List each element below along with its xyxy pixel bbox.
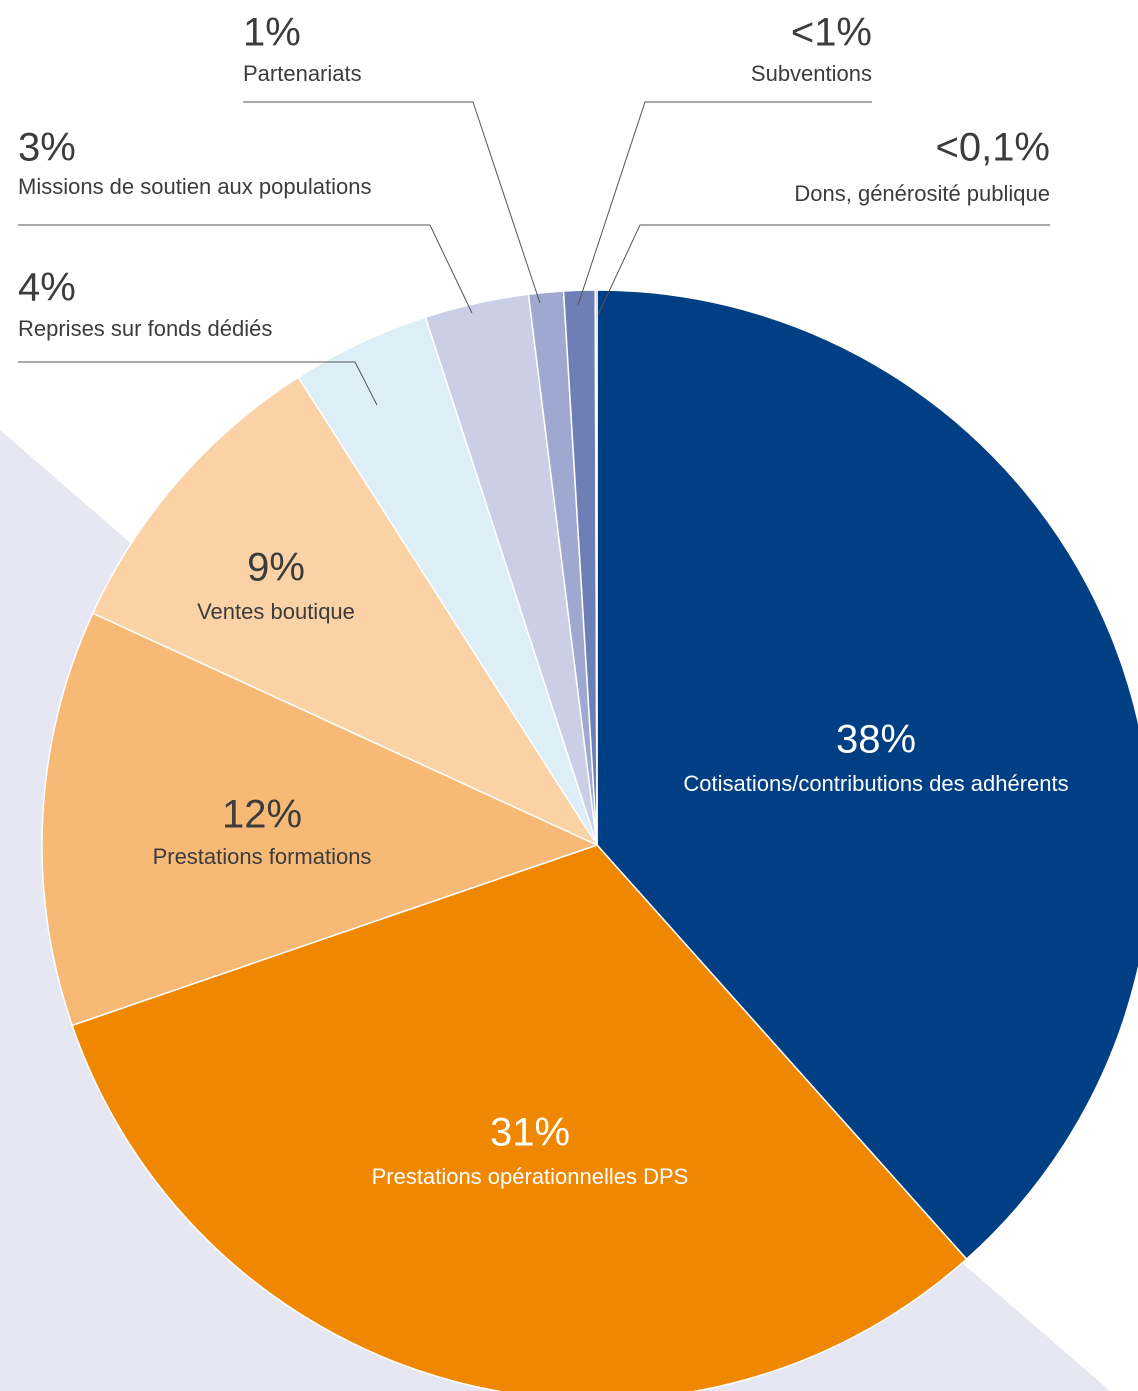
value-label: 12% [222, 793, 302, 837]
leader-line [597, 224, 1050, 316]
category-label: Partenariats [243, 61, 362, 86]
leader-line [243, 101, 541, 304]
value-label: 4% [18, 266, 76, 310]
leader-line [577, 101, 872, 306]
category-label: Dons, générosité publique [794, 181, 1050, 206]
category-label: Prestations formations [153, 844, 372, 869]
category-label: Cotisations/contributions des adhérents [683, 771, 1068, 796]
pie-slice [91, 376, 600, 847]
pie-slice [71, 844, 968, 1391]
pie-slice [594, 289, 598, 846]
value-label: 3% [18, 126, 76, 170]
category-label: Prestations opérationnelles DPS [372, 1164, 689, 1189]
value-label: 1% [243, 11, 301, 55]
pie-slice [596, 289, 1138, 1261]
category-label: Missions de soutien aux populations [18, 174, 371, 199]
category-label: Ventes boutique [197, 599, 355, 624]
category-label: Reprises sur fonds dédiés [18, 316, 272, 341]
value-label: <1% [791, 11, 872, 55]
leader-line [18, 361, 378, 406]
value-label: 38% [836, 718, 916, 762]
value-label: 9% [247, 546, 305, 590]
value-label: <0,1% [935, 126, 1050, 170]
leader-line [18, 224, 473, 314]
category-label: Subventions [751, 61, 872, 86]
value-label: 31% [490, 1111, 570, 1155]
pie-slice [41, 612, 600, 1027]
